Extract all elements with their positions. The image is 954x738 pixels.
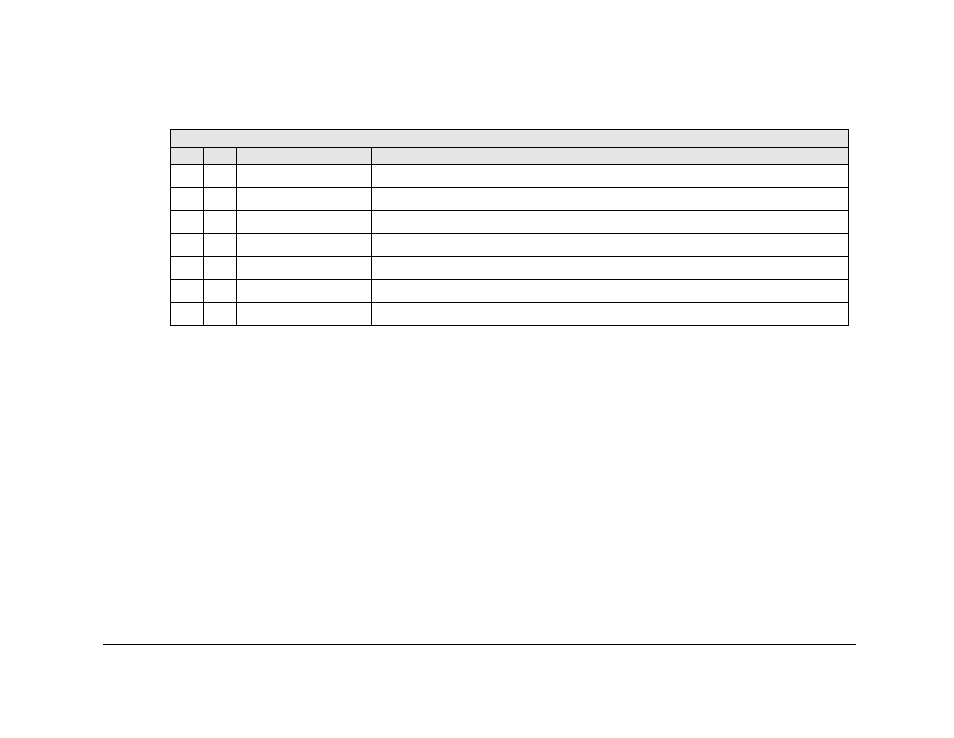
- footer-divider: [103, 644, 856, 645]
- column-header: [237, 148, 372, 165]
- table-cell: [372, 303, 849, 326]
- page: [0, 0, 954, 738]
- table-cell: [204, 280, 237, 303]
- table-row: [171, 257, 849, 280]
- table-title: [171, 130, 849, 148]
- table-row: [171, 211, 849, 234]
- table-cell: [171, 188, 204, 211]
- column-header: [204, 148, 237, 165]
- table-row: [171, 303, 849, 326]
- table-cell: [237, 188, 372, 211]
- table-row: [171, 188, 849, 211]
- table-cell: [204, 303, 237, 326]
- table-cell: [237, 303, 372, 326]
- table-cell: [171, 303, 204, 326]
- table-cell: [171, 234, 204, 257]
- table-cell: [171, 280, 204, 303]
- data-table: [170, 129, 849, 326]
- table-cell: [204, 188, 237, 211]
- table-cell: [237, 211, 372, 234]
- table-cell: [204, 234, 237, 257]
- column-header: [171, 148, 204, 165]
- table-cell: [237, 165, 372, 188]
- table-cell: [204, 165, 237, 188]
- table-cell: [237, 257, 372, 280]
- table-row: [171, 280, 849, 303]
- table-cell: [171, 165, 204, 188]
- table-cell: [171, 211, 204, 234]
- data-table-container: [170, 129, 849, 326]
- table-cell: [372, 257, 849, 280]
- table-cell: [372, 234, 849, 257]
- table-cell: [372, 280, 849, 303]
- table-cell: [237, 234, 372, 257]
- table-cell: [372, 188, 849, 211]
- table-cell: [237, 280, 372, 303]
- column-header: [372, 148, 849, 165]
- table-row: [171, 165, 849, 188]
- table-row: [171, 234, 849, 257]
- table-cell: [372, 211, 849, 234]
- table-cell: [171, 257, 204, 280]
- table-cell: [372, 165, 849, 188]
- table-cell: [204, 257, 237, 280]
- table-cell: [204, 211, 237, 234]
